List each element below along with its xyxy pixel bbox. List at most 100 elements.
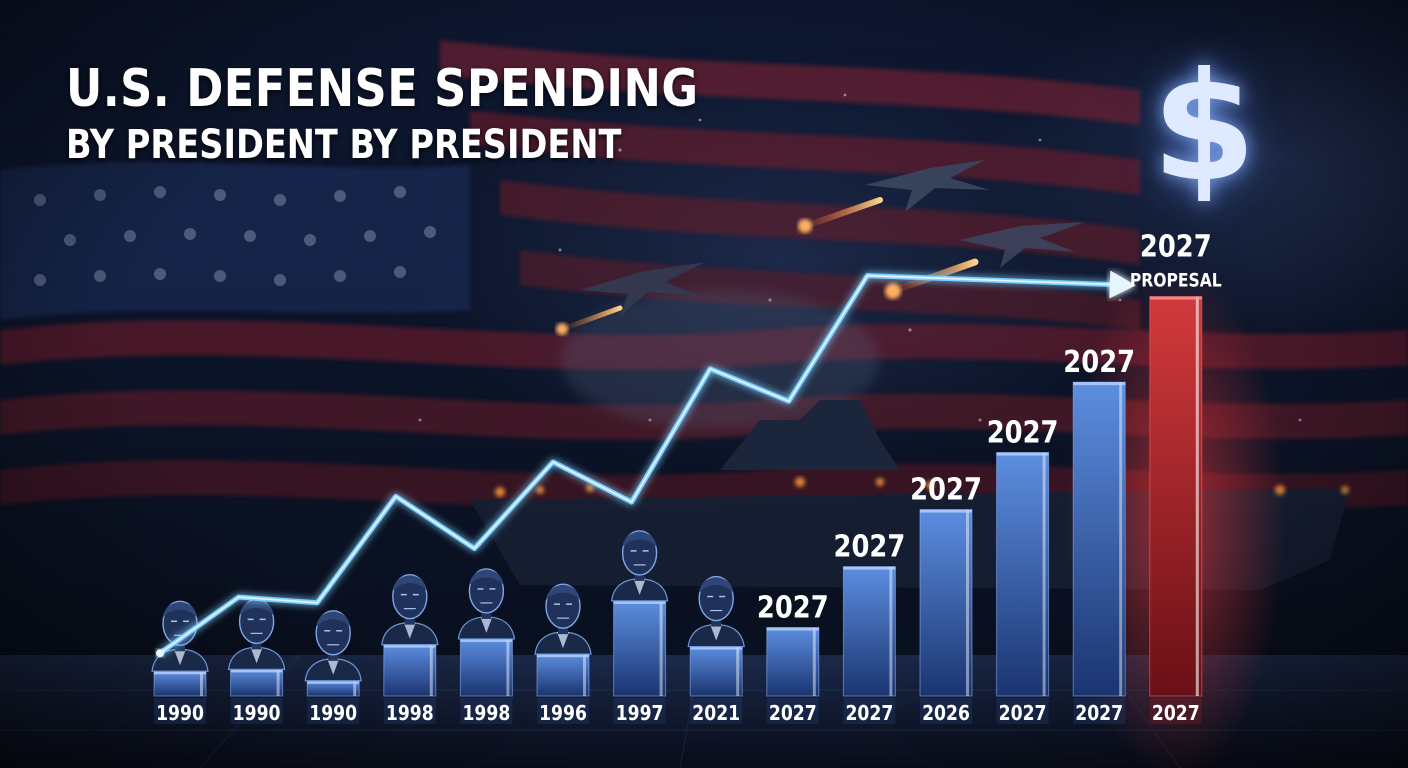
bar-edge-highlight xyxy=(429,644,433,696)
bar xyxy=(153,670,207,697)
trend-line-core xyxy=(159,274,1128,654)
bar xyxy=(996,452,1050,697)
bar-reflection xyxy=(690,698,743,724)
bar-edge-highlight xyxy=(200,671,203,696)
bar-cap xyxy=(230,669,283,673)
bar-cap xyxy=(537,654,589,658)
trend-line-layer xyxy=(156,270,1136,658)
president-bust xyxy=(304,610,362,682)
bar-reflection xyxy=(1073,698,1126,724)
bar-reflection xyxy=(843,698,896,724)
bust-neck xyxy=(558,624,568,635)
bar xyxy=(613,600,667,697)
trend-start-dot xyxy=(156,649,164,658)
bust-collar xyxy=(403,622,416,639)
bust-collar xyxy=(250,647,263,664)
bar-reflection xyxy=(766,698,819,724)
bar-value-label: 2027 xyxy=(834,529,906,564)
bar xyxy=(383,644,437,697)
bar-reflection xyxy=(537,698,589,724)
bust-collar xyxy=(327,658,340,675)
bar-edge-highlight xyxy=(1119,382,1123,696)
bars-layer xyxy=(153,260,1286,768)
chart-subtitle: BY PRESIDENT BY PRESIDENT xyxy=(66,122,622,168)
bar-edge-highlight xyxy=(506,638,510,696)
x-tick-label: 1990 xyxy=(156,703,204,726)
president-bust xyxy=(227,598,286,670)
president-bust xyxy=(687,575,745,648)
bust-head xyxy=(468,568,505,614)
bar-value-label: 2027 xyxy=(987,415,1059,450)
bar xyxy=(766,627,820,697)
bust-neck xyxy=(328,650,339,661)
bar-reflection xyxy=(613,698,666,724)
labels-layer: 1990 1990 1990 1998 1998 1996 1997 2021 20272027… xyxy=(156,229,1222,726)
bar-reflection xyxy=(1149,698,1202,724)
bust-head xyxy=(545,583,581,629)
x-tick-label: 1998 xyxy=(462,703,510,726)
president-bust xyxy=(610,530,669,602)
bar-cap xyxy=(1073,382,1126,386)
title-block: U.S. DEFENSE SPENDING BY PRESIDENT BY PR… xyxy=(66,58,801,170)
bust-collar xyxy=(710,624,723,641)
bar-reflection xyxy=(307,698,360,724)
bar-value-label: 2027 xyxy=(1140,229,1212,264)
bust-neck xyxy=(711,616,722,627)
bar-reflection xyxy=(230,698,283,724)
president-bust xyxy=(381,573,439,646)
bar-edge-highlight xyxy=(1195,296,1199,696)
bust-hair xyxy=(699,577,734,593)
bar-edge-highlight xyxy=(812,627,816,696)
bar-cap xyxy=(383,644,436,648)
bar-cap xyxy=(154,671,206,675)
bar xyxy=(919,509,973,697)
bust-neck xyxy=(175,641,185,652)
bust-hair xyxy=(622,531,657,547)
x-tick-label: 2027 xyxy=(1075,703,1123,726)
bar-cap xyxy=(613,600,666,604)
bust-hair xyxy=(239,600,274,616)
president-busts xyxy=(151,530,745,682)
bar-cap xyxy=(460,638,513,642)
bust-hair xyxy=(546,585,580,601)
bust-neck xyxy=(251,639,262,650)
bar-cap xyxy=(843,566,896,570)
bar xyxy=(1072,381,1126,697)
bar xyxy=(459,638,513,697)
bust-neck xyxy=(634,570,645,581)
bar-highlight xyxy=(1149,296,1203,697)
bust-hair xyxy=(163,602,197,618)
bust-collar xyxy=(633,578,646,595)
bar xyxy=(689,646,743,697)
bar-reflection xyxy=(154,698,206,724)
bust-neck xyxy=(404,614,415,625)
bust-head xyxy=(315,610,351,656)
bar-reflection xyxy=(383,698,436,724)
bar-reflection xyxy=(460,698,513,724)
bust-collar xyxy=(557,632,569,649)
x-tick-label: 2021 xyxy=(692,703,740,726)
bust-collar xyxy=(480,616,493,633)
x-tick-label: 2026 xyxy=(922,703,970,726)
bust-head xyxy=(698,575,734,622)
bar-edge-highlight xyxy=(736,646,740,696)
bar-edge-highlight xyxy=(353,680,357,696)
bust-neck xyxy=(481,608,492,619)
chart-title: U.S. DEFENSE SPENDING xyxy=(66,59,699,119)
bust-head xyxy=(392,573,428,620)
x-tick-label: 1990 xyxy=(309,703,357,726)
x-tick-label: 1997 xyxy=(616,703,664,726)
bar-edge-highlight xyxy=(1042,452,1046,696)
bar-edge-highlight xyxy=(889,566,893,696)
x-tick-label: 2027 xyxy=(1152,703,1200,726)
bar-edge-highlight xyxy=(659,600,663,696)
x-tick-label: 2027 xyxy=(999,703,1047,726)
x-tick-label: 2027 xyxy=(769,703,817,726)
bar-value-label: 2027 xyxy=(910,472,982,507)
x-tick-label: 1996 xyxy=(539,703,587,726)
x-tick-label: 1990 xyxy=(233,703,281,726)
bar-value-label: 2027 xyxy=(1063,344,1135,379)
bar-reflection xyxy=(920,698,972,724)
x-tick-label: 2027 xyxy=(845,703,893,726)
